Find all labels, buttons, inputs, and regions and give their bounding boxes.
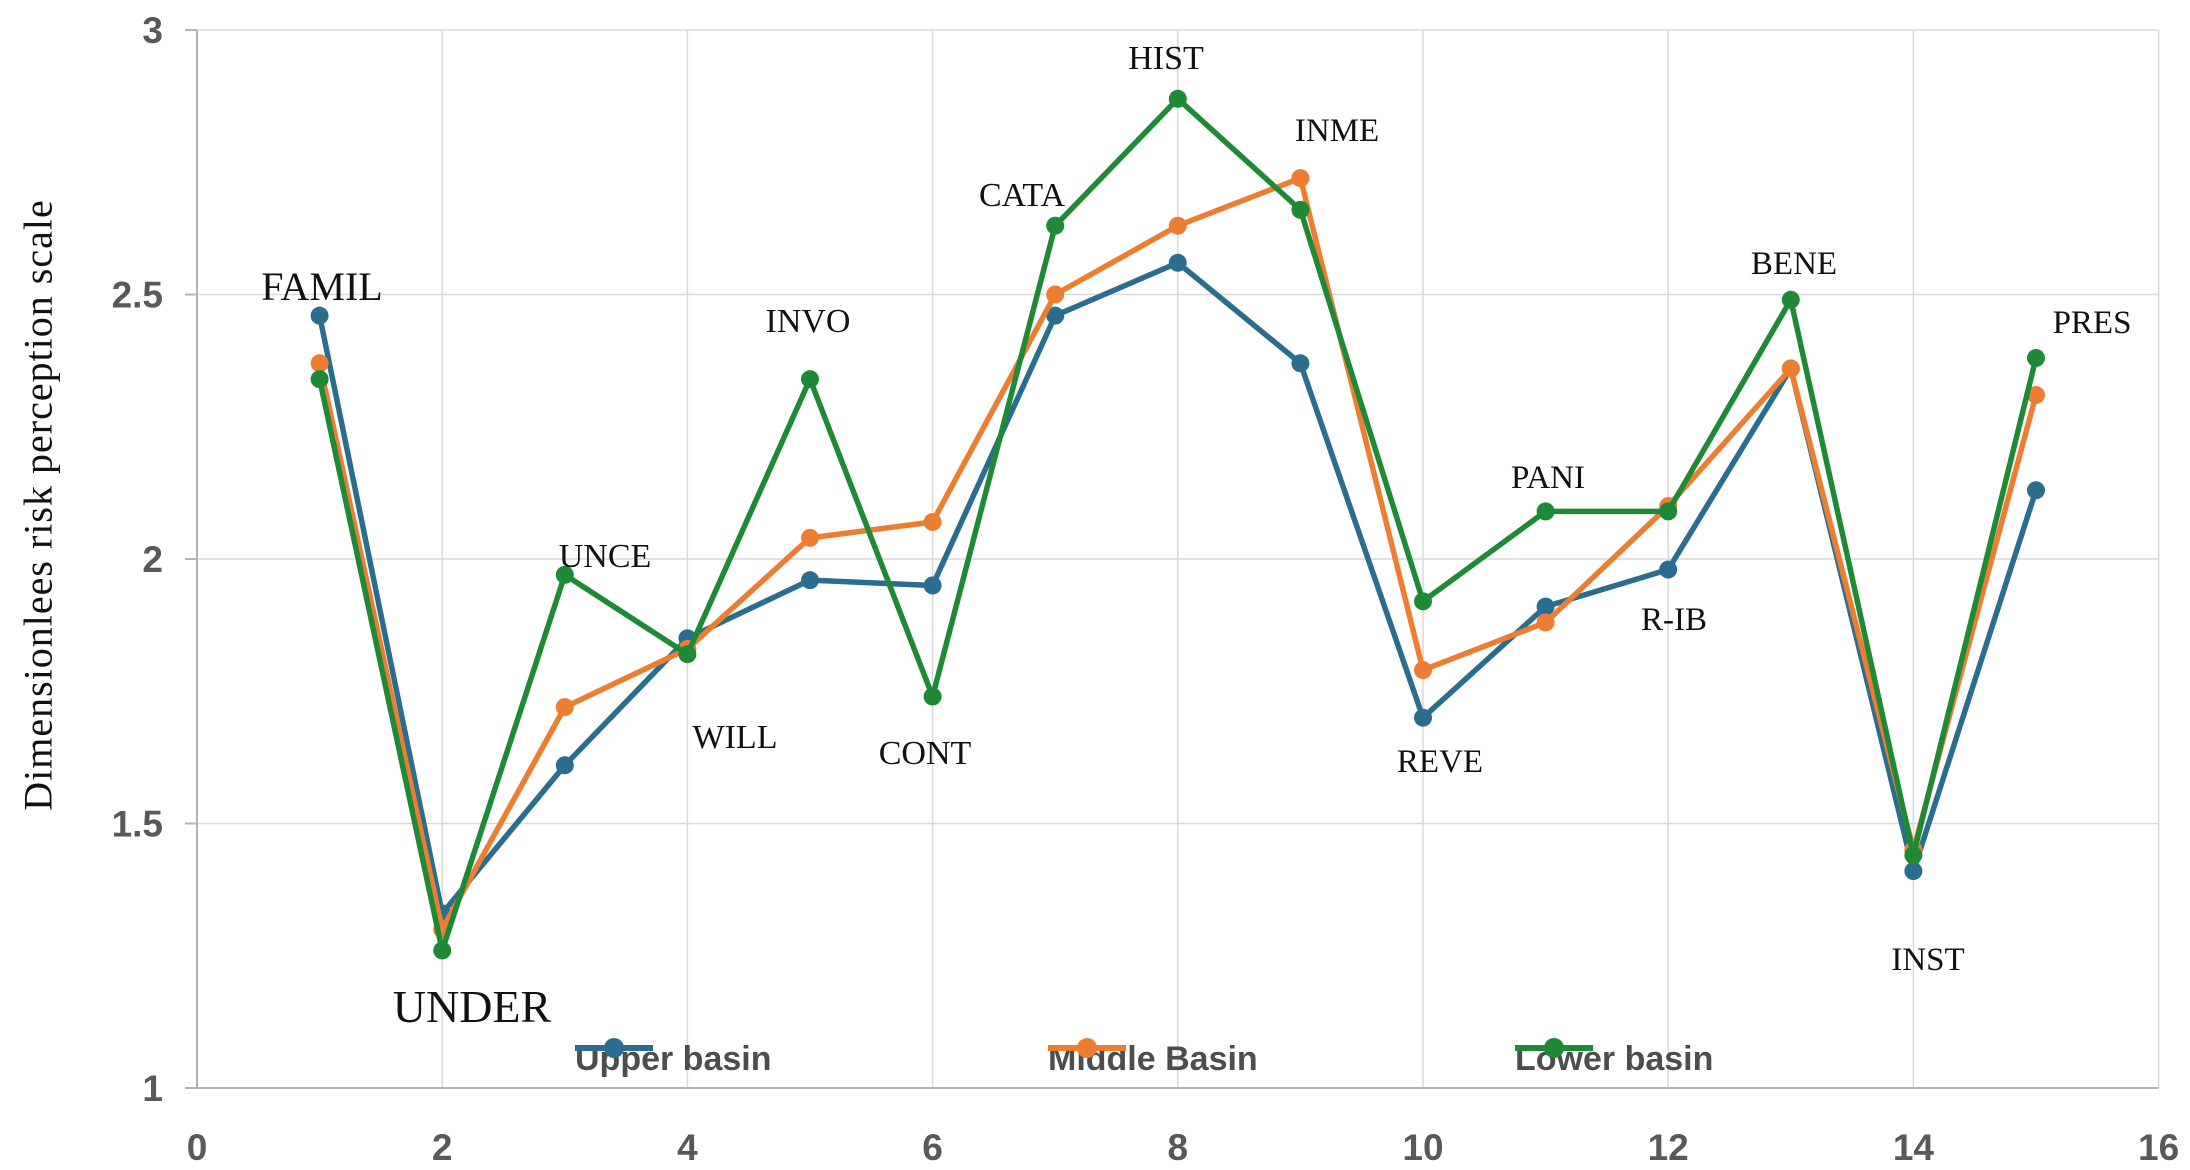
point-label-cata: CATA (979, 177, 1066, 214)
point-label-invo: INVO (766, 303, 851, 340)
legend-item-middle-basin[interactable]: Middle Basin (1048, 1036, 1258, 1082)
legend-marker-lower-basin (1515, 1038, 1593, 1058)
data-point-lower-basin-pres (2027, 348, 2045, 367)
data-point-middle-basin-unce (555, 698, 574, 717)
data-point-upper-basin-inst (1904, 862, 1923, 881)
data-point-lower-basin-will (678, 645, 697, 664)
x-tick-label: 16 (2138, 1127, 2179, 1168)
point-label-inst: INST (1891, 942, 1964, 978)
data-point-upper-basin-unce (555, 756, 574, 775)
data-point-upper-basin-pres (2027, 481, 2045, 500)
data-point-middle-basin-invo (801, 528, 819, 547)
point-label-will: WILL (693, 719, 778, 756)
data-point-lower-basin-bene (1781, 290, 1800, 309)
data-point-middle-basin-cata (1046, 285, 1065, 304)
point-label-pres: PRES (2053, 305, 2132, 341)
data-point-lower-basin-unce (555, 565, 574, 584)
data-point-lower-basin-pani (1536, 502, 1555, 521)
x-tick-label: 12 (1648, 1127, 1689, 1168)
data-point-upper-basin-reve (1414, 708, 1432, 727)
data-point-lower-basin-inst (1904, 846, 1923, 865)
data-point-upper-basin-hist (1168, 253, 1187, 272)
point-label-bene: BENE (1751, 246, 1837, 282)
point-label-under: UNDER (393, 981, 552, 1032)
data-point-lower-basin-r-ib (1659, 502, 1678, 521)
x-tick-label: 4 (677, 1127, 698, 1168)
legend: Upper basin Middle Basin Lower basin (0, 1036, 2190, 1082)
data-point-upper-basin-r-ib (1659, 560, 1678, 579)
x-tick-label: 8 (1168, 1127, 1189, 1168)
legend-item-lower-basin[interactable]: Lower basin (1515, 1036, 1713, 1082)
data-point-upper-basin-cont (923, 576, 942, 595)
point-label-pani: PANI (1511, 460, 1585, 496)
data-point-middle-basin-hist (1168, 216, 1187, 235)
data-point-middle-basin-reve (1414, 661, 1432, 680)
x-tick-label: 2 (432, 1127, 453, 1168)
data-point-lower-basin-inme (1291, 200, 1310, 219)
y-tick-label: 3 (142, 10, 163, 51)
data-point-lower-basin-cata (1046, 216, 1065, 235)
point-label-inme: INME (1295, 113, 1379, 149)
data-point-lower-basin-under (433, 941, 452, 960)
legend-marker-middle-basin (1048, 1038, 1126, 1058)
y-tick-label: 1 (142, 1068, 163, 1109)
y-tick-label: 1.5 (112, 804, 163, 845)
data-point-lower-basin-hist (1168, 89, 1187, 108)
y-tick-label: 2.5 (112, 275, 163, 316)
data-point-upper-basin-famil (310, 306, 329, 325)
data-point-upper-basin-invo (801, 571, 819, 590)
x-tick-label: 0 (187, 1127, 208, 1168)
data-point-middle-basin-famil (310, 354, 329, 373)
data-point-middle-basin-pani (1536, 613, 1555, 632)
point-label-reve: REVE (1397, 744, 1483, 780)
legend-item-upper-basin[interactable]: Upper basin (575, 1036, 771, 1082)
point-label-cont: CONT (879, 735, 972, 772)
point-label-hist: HIST (1128, 40, 1204, 77)
x-tick-label: 14 (1893, 1127, 1935, 1168)
data-point-lower-basin-famil (310, 370, 329, 389)
data-point-lower-basin-cont (923, 687, 942, 706)
x-tick-label: 10 (1402, 1127, 1443, 1168)
data-point-upper-basin-pani (1536, 597, 1555, 616)
y-axis-title: Dimensionlees risk perception scale (15, 199, 61, 811)
data-point-middle-basin-inme (1291, 169, 1310, 188)
point-label-r-ib: R-IB (1641, 602, 1707, 638)
data-point-middle-basin-pres (2027, 386, 2045, 405)
data-point-upper-basin-cata (1046, 306, 1065, 325)
data-point-middle-basin-bene (1781, 359, 1800, 378)
data-point-middle-basin-cont (923, 512, 942, 531)
data-point-lower-basin-invo (801, 370, 819, 389)
legend-marker-upper-basin (575, 1038, 653, 1058)
data-point-upper-basin-inme (1291, 354, 1310, 373)
y-tick-label: 2 (142, 539, 163, 580)
data-point-lower-basin-reve (1414, 592, 1432, 611)
point-label-unce: UNCE (559, 538, 652, 575)
point-label-famil: FAMIL (261, 264, 382, 309)
x-tick-label: 6 (922, 1127, 943, 1168)
